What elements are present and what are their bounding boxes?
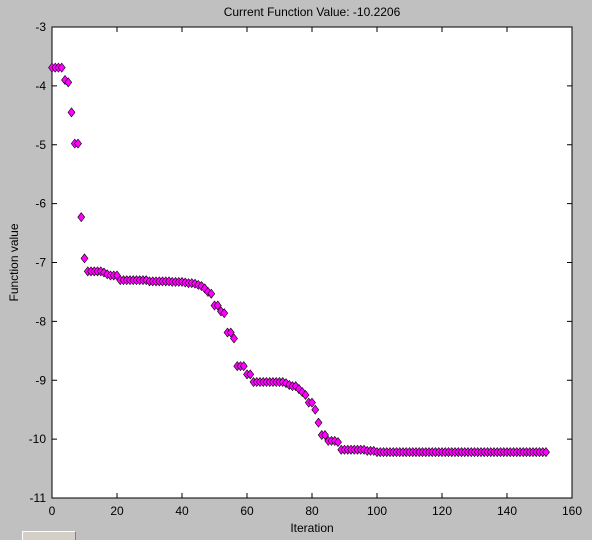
data-point: [67, 107, 76, 118]
y-tick-label: -9: [35, 373, 46, 387]
y-tick-label: -5: [35, 138, 46, 152]
plot-area-group: Current Function Value: -10.2206 0 20 40 60 8…: [7, 5, 582, 535]
data-point: [246, 369, 255, 380]
y-tick-label: -7: [35, 256, 46, 270]
data-point: [220, 308, 229, 319]
data-point: [226, 327, 235, 338]
data-point: [311, 404, 320, 415]
data-point: [213, 300, 222, 311]
x-tick-label: 140: [497, 504, 517, 518]
data-point: [308, 397, 316, 408]
x-axis-label: Iteration: [290, 521, 333, 535]
x-tick-label: 120: [432, 504, 452, 518]
x-tick-label: 0: [49, 504, 56, 518]
x-tick-label: 80: [305, 504, 319, 518]
plot-area: [51, 26, 573, 499]
data-point: [321, 430, 329, 440]
data-point: [57, 62, 66, 73]
data-point: [80, 253, 89, 264]
data-point: [77, 212, 86, 223]
y-tick-label: -11: [30, 491, 47, 505]
y-tick-label: -3: [35, 20, 46, 34]
bottom-tab[interactable]: [22, 531, 76, 540]
data-point: [334, 437, 342, 448]
y-tick-label: -10: [29, 432, 47, 446]
y-tick-label: -6: [35, 197, 46, 211]
data-point: [301, 389, 310, 400]
x-tick-label: 40: [175, 504, 189, 518]
chart-title: Current Function Value: -10.2206: [224, 5, 401, 19]
data-point: [542, 447, 550, 458]
y-tick-label: -8: [35, 314, 46, 328]
x-tick-label: 100: [367, 504, 387, 518]
x-tick-label: 60: [240, 504, 254, 518]
x-tick-label: 160: [562, 504, 582, 518]
data-point: [314, 417, 323, 428]
data-point: [74, 138, 82, 149]
data-point: [239, 361, 248, 372]
data-point: [64, 77, 73, 88]
x-tick-label: 20: [110, 504, 124, 518]
y-axis-label: Function value: [7, 223, 21, 301]
data-point: [207, 288, 216, 299]
data-point: [230, 333, 238, 344]
y-tick-label: -4: [35, 79, 46, 93]
